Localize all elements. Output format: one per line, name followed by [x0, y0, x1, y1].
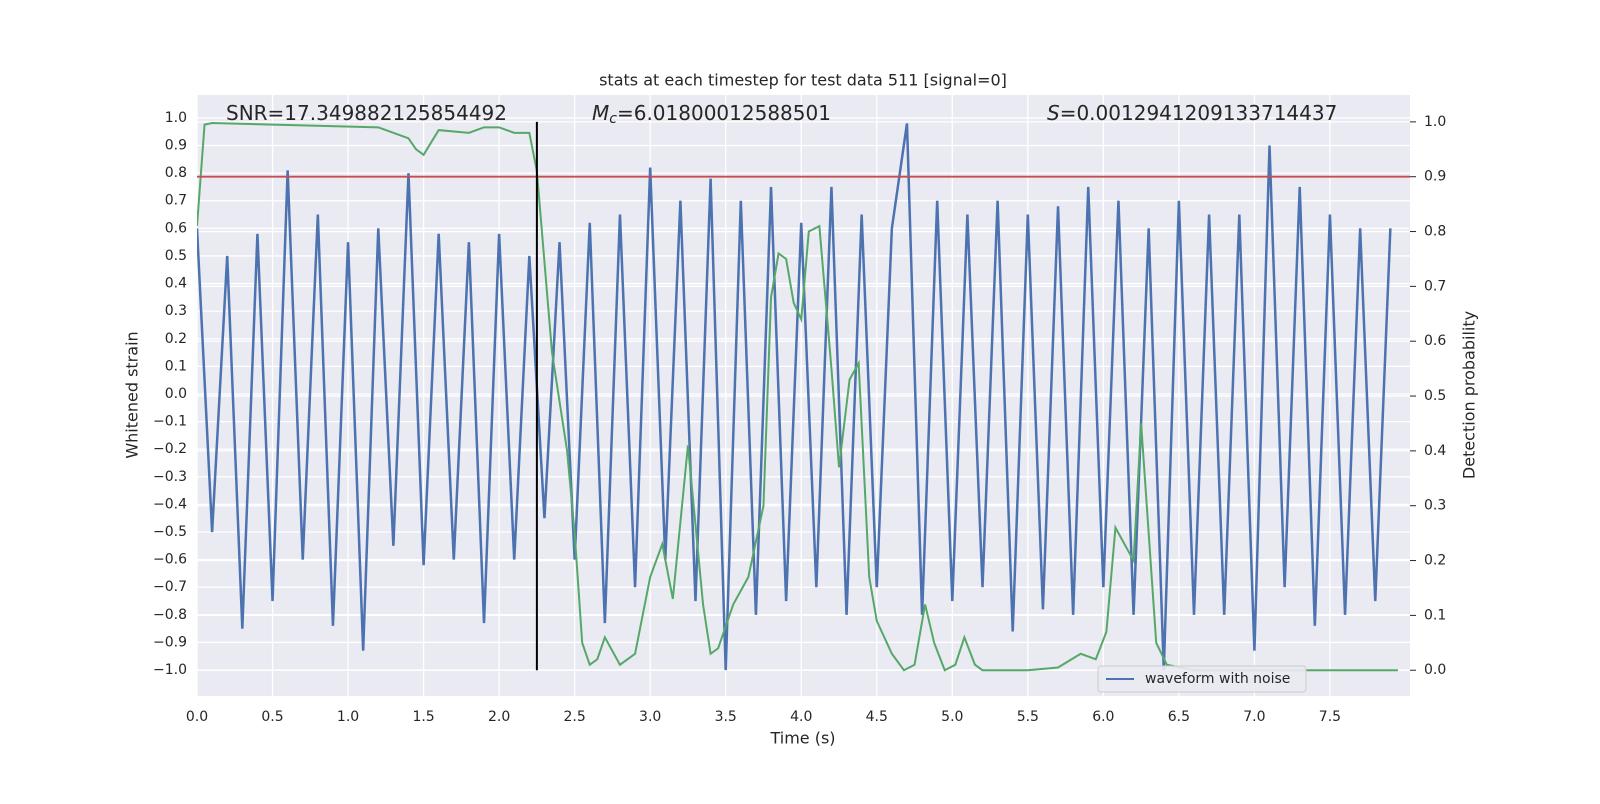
series-line	[197, 121, 1398, 672]
annotation: S=0.0012941209133714437	[1047, 101, 1337, 125]
y2-tick-label: 0.0	[1424, 662, 1446, 678]
y2-tick-label: 0.9	[1424, 169, 1446, 185]
x-tick-label: 5.0	[941, 709, 963, 725]
y-tick-label: 0.9	[165, 138, 187, 154]
x-tick-label: 2.5	[564, 709, 586, 725]
annotation: SNR=17.349882125854492	[226, 101, 507, 125]
annotation-text: SNR=17.349882125854492	[226, 101, 507, 125]
y2-tick-label: 0.2	[1424, 553, 1446, 569]
y-tick-label: 1.0	[165, 110, 187, 126]
y-tick-label: −1.0	[153, 662, 187, 678]
series-line	[197, 123, 1392, 671]
y-tick-label: 0.4	[165, 276, 187, 292]
y2-tick-label: 1.0	[1424, 114, 1446, 130]
x-tick-label: 4.5	[866, 709, 888, 725]
y-tick-label: 0.0	[165, 386, 187, 402]
x-tick-label: 5.5	[1017, 709, 1039, 725]
y2-tick-label: 0.5	[1424, 388, 1446, 404]
y2-tick-label: 0.3	[1424, 498, 1446, 514]
y-tick-label: −0.9	[153, 634, 187, 650]
annotation-text: =0.0012941209133714437	[1060, 101, 1338, 125]
x-tick-label: 7.0	[1243, 709, 1265, 725]
y-tick-label: −0.7	[153, 579, 187, 595]
x-axis-label: Time (s)	[769, 729, 835, 748]
x-tick-label: 4.0	[790, 709, 812, 725]
x-tick-label: 0.5	[261, 709, 283, 725]
x-tick-label: 6.5	[1168, 709, 1190, 725]
y-tick-label: 0.1	[165, 358, 187, 374]
legend	[1097, 665, 1307, 693]
legend-label: waveform with noise	[1145, 671, 1290, 687]
annotation-symbol: M	[592, 101, 609, 125]
y-tick-label: 0.6	[165, 220, 187, 236]
y2-tick-label: 0.8	[1424, 224, 1446, 240]
x-tick-label: 2.0	[488, 709, 510, 725]
y2-tick-label: 0.6	[1424, 333, 1446, 349]
annotation-symbol: S	[1047, 101, 1060, 125]
x-tick-label: 0.0	[186, 709, 208, 725]
y-tick-label: −0.2	[153, 441, 187, 457]
y-axis-label: Whitened strain	[123, 331, 142, 458]
x-tick-label: 6.0	[1092, 709, 1114, 725]
y-tick-label: −0.6	[153, 552, 187, 568]
y-tick-label: 0.3	[165, 303, 187, 319]
x-tick-label: 1.0	[337, 709, 359, 725]
annotation-subscript: c	[609, 111, 617, 127]
y-tick-label: 0.8	[165, 165, 187, 181]
y-tick-label: −0.4	[153, 496, 187, 512]
x-tick-label: 3.5	[715, 709, 737, 725]
y2-axis-label: Detection probability	[1460, 311, 1479, 479]
y-tick-label: 0.2	[165, 331, 187, 347]
y-tick-label: 0.5	[165, 248, 187, 264]
y2-tick-label: 0.7	[1424, 278, 1446, 294]
y2-tick-label: 0.1	[1424, 607, 1446, 623]
y2-tick-label: 0.4	[1424, 443, 1446, 459]
y-tick-label: −0.1	[153, 414, 187, 430]
y-tick-label: 0.7	[165, 193, 187, 209]
x-tick-label: 1.5	[412, 709, 434, 725]
x-tick-label: 7.5	[1319, 709, 1341, 725]
x-tick-label: 3.0	[639, 709, 661, 725]
y-tick-label: −0.3	[153, 469, 187, 485]
annotation: Mc=6.01800012588501	[592, 101, 831, 128]
annotation-text: =6.01800012588501	[617, 101, 831, 125]
y-tick-label: −0.8	[153, 607, 187, 623]
y-tick-label: −0.5	[153, 524, 187, 540]
chart-title: stats at each timestep for test data 511…	[599, 71, 1007, 90]
